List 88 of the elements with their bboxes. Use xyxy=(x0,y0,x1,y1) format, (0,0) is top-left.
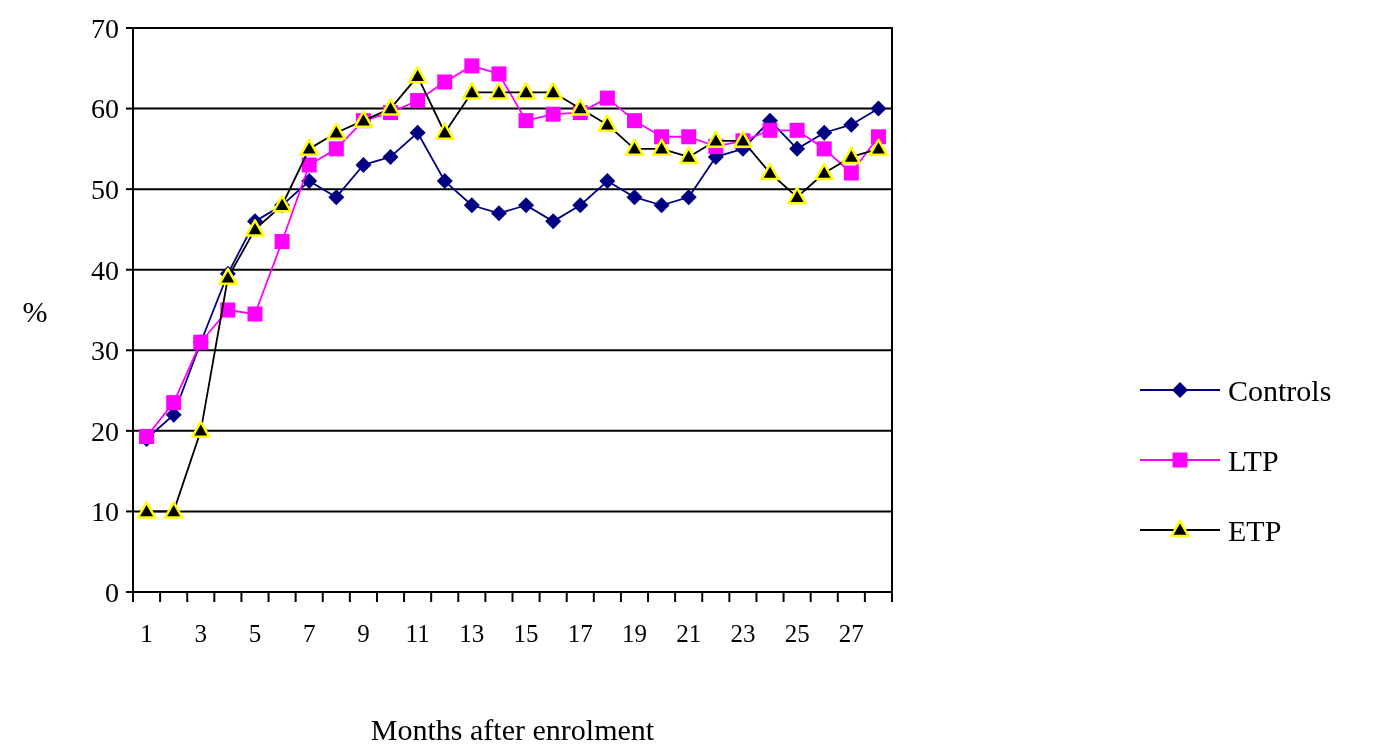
point xyxy=(545,106,561,122)
point xyxy=(789,122,805,138)
point xyxy=(410,93,426,109)
point xyxy=(599,90,615,106)
point xyxy=(326,122,347,140)
point xyxy=(462,82,482,100)
point xyxy=(247,306,263,322)
point xyxy=(870,100,887,117)
point xyxy=(328,141,344,157)
x-tick-label: 9 xyxy=(357,620,370,647)
point xyxy=(841,146,862,165)
point xyxy=(706,130,726,149)
point xyxy=(787,186,807,205)
point xyxy=(681,129,697,145)
x-tick-label: 15 xyxy=(513,620,539,647)
point xyxy=(328,189,345,206)
y-tick-label: 10 xyxy=(91,496,119,528)
point xyxy=(274,234,290,250)
point xyxy=(516,82,536,100)
point xyxy=(489,82,509,100)
y-tick-label: 60 xyxy=(91,93,119,125)
point xyxy=(816,141,832,157)
y-tick-label: 0 xyxy=(105,576,119,608)
y-tick-label: 50 xyxy=(91,173,119,205)
x-tick-label: 17 xyxy=(567,620,593,647)
point xyxy=(407,66,428,84)
point xyxy=(678,146,699,165)
point xyxy=(191,420,211,439)
x-tick-label: 21 xyxy=(676,620,702,647)
legend-label: Controls xyxy=(1228,373,1332,407)
point xyxy=(491,66,507,82)
x-tick-label: 11 xyxy=(405,620,430,647)
x-tick-label: 7 xyxy=(302,620,316,647)
point xyxy=(626,189,643,206)
point xyxy=(843,116,860,133)
legend-label: LTP xyxy=(1228,443,1279,477)
point xyxy=(868,138,889,157)
x-tick-label: 25 xyxy=(784,620,810,647)
point xyxy=(434,122,455,140)
point xyxy=(166,395,182,411)
point xyxy=(843,165,859,181)
y-axis-title: % xyxy=(22,295,48,328)
point xyxy=(218,267,238,286)
point xyxy=(464,58,480,74)
point xyxy=(572,197,589,214)
x-tick-label: 27 xyxy=(838,620,864,647)
x-tick-label: 5 xyxy=(248,620,262,647)
point xyxy=(163,501,184,519)
point xyxy=(301,157,317,173)
point xyxy=(626,113,642,129)
x-tick-label: 19 xyxy=(621,620,647,647)
y-tick-label: 30 xyxy=(91,335,119,367)
point xyxy=(599,173,616,190)
point xyxy=(518,113,534,129)
point xyxy=(653,197,670,214)
x-tick-label: 13 xyxy=(459,620,485,647)
point xyxy=(597,114,618,132)
point xyxy=(299,138,319,157)
x-axis-title: Months after enrolment xyxy=(370,713,655,746)
point xyxy=(624,138,645,157)
point xyxy=(651,138,672,157)
point xyxy=(680,189,697,206)
point xyxy=(245,219,265,237)
point xyxy=(570,98,591,116)
x-tick-label: 3 xyxy=(194,620,208,647)
point xyxy=(382,148,399,165)
point xyxy=(816,124,833,141)
point xyxy=(545,213,562,230)
point xyxy=(355,156,372,173)
point xyxy=(789,140,806,157)
point xyxy=(814,162,834,181)
y-tick-label: 20 xyxy=(91,415,119,447)
point xyxy=(490,205,507,222)
point xyxy=(760,162,780,181)
point xyxy=(463,197,480,214)
legend-label: ETP xyxy=(1228,513,1282,547)
y-tick-label: 40 xyxy=(91,254,119,286)
point xyxy=(436,173,453,190)
point xyxy=(136,501,157,519)
point xyxy=(518,197,535,214)
point xyxy=(409,124,426,141)
point xyxy=(437,74,453,90)
point xyxy=(543,82,563,100)
point xyxy=(380,98,401,116)
x-tick-label: 23 xyxy=(730,620,756,647)
point xyxy=(762,122,778,138)
x-tick-label: 1 xyxy=(140,620,153,647)
y-tick-label: 70 xyxy=(91,12,119,44)
